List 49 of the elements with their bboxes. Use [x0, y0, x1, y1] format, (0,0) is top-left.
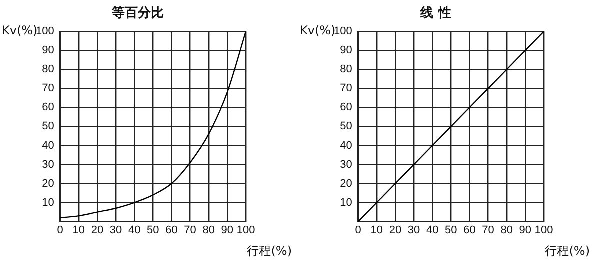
y-tick-label: 10: [340, 196, 352, 209]
y-tick-label: 100: [36, 26, 54, 38]
y-tick-label: 40: [340, 140, 352, 152]
line-series: [60, 32, 246, 219]
y-tick-label: 90: [42, 44, 54, 57]
x-tick-label: 50: [445, 224, 458, 236]
x-tick-label: 80: [202, 224, 215, 236]
y-axis-title: Kv(%): [2, 24, 38, 38]
x-tick-label: 90: [519, 224, 532, 236]
chart-title: 线 性: [420, 6, 452, 22]
y-tick-label: 60: [42, 102, 54, 114]
x-tick-label: 80: [500, 224, 513, 236]
x-tick-label: 0: [355, 224, 362, 236]
x-tick-label: 70: [184, 224, 196, 236]
x-tick-label: 90: [221, 224, 234, 236]
y-tick-label: 70: [340, 82, 352, 95]
y-tick-label: 20: [340, 178, 352, 190]
y-tick-label: 90: [340, 44, 352, 57]
y-tick-label: 70: [42, 82, 54, 95]
chart-title: 等百分比: [111, 6, 164, 22]
y-tick-label: 80: [340, 64, 352, 76]
y-tick-label: 40: [42, 140, 54, 152]
x-tick-label: 30: [408, 224, 420, 236]
y-tick-label: 10: [42, 196, 54, 209]
x-tick-label: 10: [370, 224, 384, 236]
y-tick-label: 30: [340, 158, 352, 171]
y-tick-label: 80: [42, 64, 54, 76]
y-tick-label: 60: [340, 102, 352, 114]
x-tick-label: 40: [128, 224, 141, 236]
x-axis-title: 行程(%): [545, 244, 590, 258]
x-tick-label: 40: [426, 224, 439, 236]
x-axis-title: 行程(%): [247, 244, 292, 258]
x-tick-label: 20: [91, 224, 104, 236]
x-tick-label: 100: [236, 224, 256, 236]
y-tick-label: 50: [42, 120, 54, 133]
x-tick-label: 100: [534, 224, 554, 236]
y-tick-label: 50: [340, 120, 352, 133]
y-tick-label: 30: [42, 158, 54, 171]
x-tick-label: 20: [389, 224, 402, 236]
y-tick-label: 100: [334, 26, 352, 38]
x-tick-label: 60: [464, 224, 476, 236]
x-tick-label: 50: [147, 224, 160, 236]
x-tick-label: 60: [166, 224, 178, 236]
x-tick-label: 0: [57, 224, 64, 236]
y-axis-title: Kv(%): [300, 24, 336, 38]
y-tick-label: 20: [42, 178, 54, 190]
x-tick-label: 30: [110, 224, 122, 236]
x-tick-label: 10: [72, 224, 86, 236]
x-tick-label: 70: [482, 224, 494, 236]
